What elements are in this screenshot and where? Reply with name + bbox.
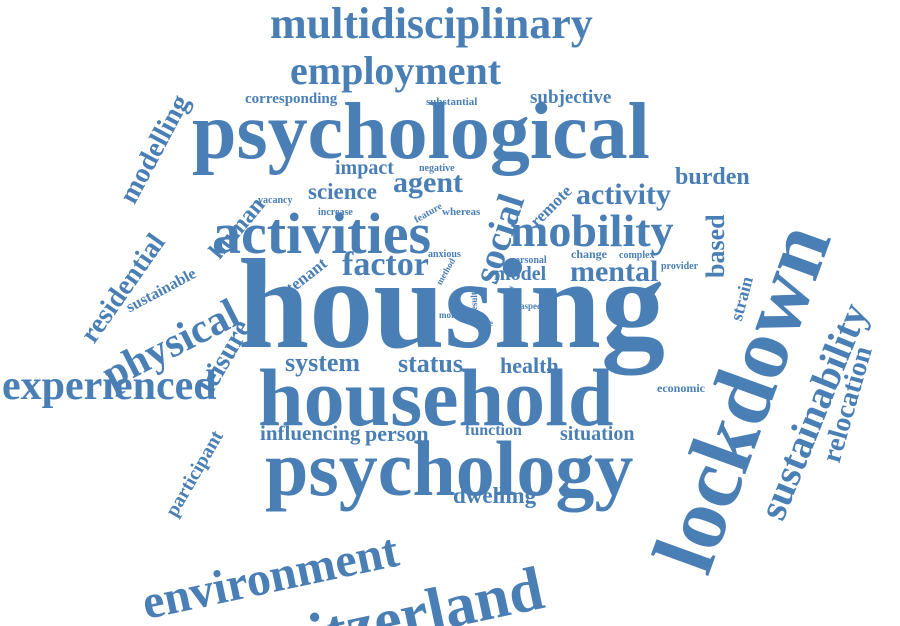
word-more: more [439, 310, 459, 320]
word-agent: agent [393, 166, 463, 199]
word-space: space [472, 318, 493, 328]
word-factor: factor [342, 246, 429, 283]
word-increase: increase [318, 207, 353, 218]
word-personal: personal [510, 255, 547, 266]
word-situation: situation [560, 423, 635, 445]
word-corresponding: corresponding [245, 91, 338, 107]
word-psychological: psychological [192, 88, 650, 176]
word-multidisciplinary: multidisciplinary [270, 0, 593, 48]
word-dwelling: dwelling [453, 483, 537, 508]
word-participant: participant [161, 426, 228, 521]
word-change: change [571, 247, 607, 261]
word-housing: housing [238, 233, 665, 375]
word-complex: complex [619, 250, 655, 261]
word-negative: negative [419, 163, 455, 174]
word-activity: activity [576, 178, 671, 211]
word-modelling: modelling [113, 89, 197, 209]
word-result: result [469, 292, 479, 314]
word-model: model [494, 263, 547, 285]
word-status: status [398, 349, 464, 378]
word-subjective: subjective [530, 87, 612, 108]
word-person: person [365, 421, 429, 446]
word-mobility: mobility [510, 205, 674, 256]
word-science: science [308, 179, 377, 204]
word-provider: provider [661, 261, 699, 272]
word-burden: burden [675, 164, 750, 190]
word-based: based [701, 214, 730, 278]
word-economic: economic [657, 381, 705, 395]
word-aspect: aspect [520, 301, 544, 311]
word-employment: employment [290, 48, 502, 93]
word-influencing: influencing [260, 421, 361, 445]
word-substantial: substantial [426, 96, 478, 108]
word-health: health [500, 353, 559, 378]
word-activities: activities [212, 201, 432, 266]
word-whereas: whereas [442, 206, 481, 218]
word-impact: impact [335, 157, 394, 179]
word-psychology: psychology [265, 425, 634, 512]
word-mental: mental [570, 255, 659, 288]
word-vacancy: vacancy [258, 195, 293, 206]
word-experienced: experienced [2, 363, 217, 409]
word-function: function [465, 422, 522, 439]
word-system: system [285, 348, 361, 377]
word-anxious: anxious [428, 249, 461, 260]
word-household: household [258, 352, 614, 443]
word-study: study [507, 285, 515, 302]
